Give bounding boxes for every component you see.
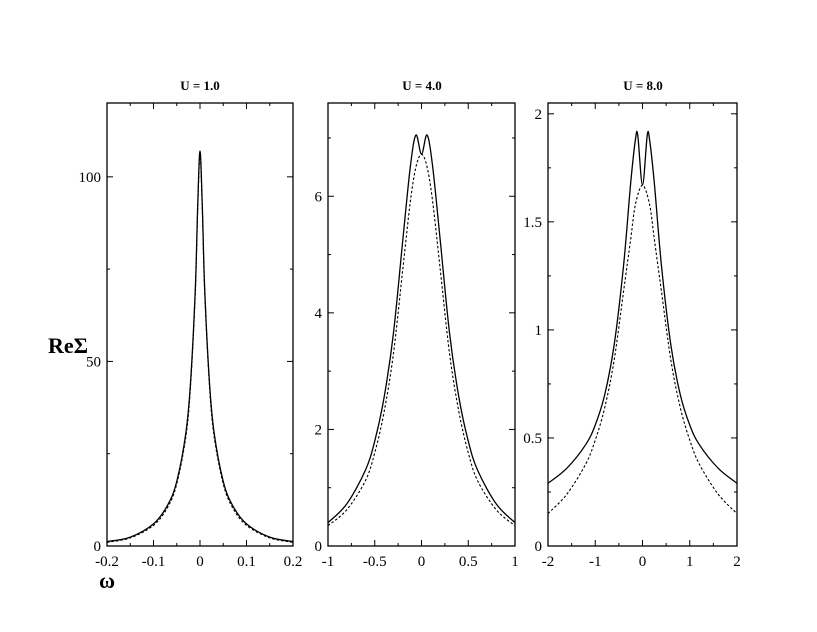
panel-u8: U = 8.0 -2 -1 0 1 2 0 0.5 1 1.5 2 <box>523 78 741 570</box>
y-tick-label: 0 <box>315 539 323 555</box>
y-tick-label: 0 <box>94 539 102 555</box>
panel-u1: U = 1.0 -0.2 -0.1 0 0.1 0.2 0 50 100 <box>79 78 303 570</box>
x-tick-label: 0.2 <box>284 554 303 570</box>
x-tick-label: 0.5 <box>459 554 478 570</box>
y-tick-label: 2 <box>315 422 323 438</box>
y-tick-label: 0 <box>535 539 543 555</box>
y-axis-title: ReΣ <box>48 333 88 358</box>
y-tick-label: 1.5 <box>523 215 542 231</box>
x-tick-label: -0.2 <box>95 554 119 570</box>
y-tick-label: 4 <box>315 306 323 322</box>
panel-u4: U = 4.0 -1 -0.5 0 0.5 1 0 2 4 6 <box>315 78 519 570</box>
x-tick-label: 1 <box>686 554 694 570</box>
panel-title: U = 4.0 <box>402 78 442 93</box>
y-tick-label: 1 <box>535 323 543 339</box>
y-tick-label: 2 <box>535 107 543 123</box>
y-tick-label: 6 <box>315 189 323 205</box>
panel-title: U = 1.0 <box>180 78 220 93</box>
x-axis-title: ω <box>99 568 115 593</box>
series-line-dashed <box>328 153 515 527</box>
x-tick-label: 0 <box>196 554 204 570</box>
x-tick-label: 0.1 <box>237 554 256 570</box>
y-tick-label: 0.5 <box>523 431 542 447</box>
series-line-dashed <box>107 154 293 543</box>
y-tick-label: 100 <box>79 170 102 186</box>
x-tick-label: -1 <box>322 554 335 570</box>
x-tick-label: 0 <box>639 554 647 570</box>
y-tick-label: 50 <box>86 354 101 370</box>
panel-title: U = 8.0 <box>623 78 663 93</box>
x-tick-label: 1 <box>511 554 519 570</box>
x-tick-label: 2 <box>733 554 741 570</box>
x-tick-label: -0.1 <box>142 554 166 570</box>
x-tick-label: -1 <box>589 554 602 570</box>
series-line-dashed <box>548 184 737 514</box>
x-tick-label: -0.5 <box>363 554 387 570</box>
series-line-solid <box>107 150 293 543</box>
x-tick-label: -2 <box>542 554 555 570</box>
x-tick-label: 0 <box>418 554 426 570</box>
